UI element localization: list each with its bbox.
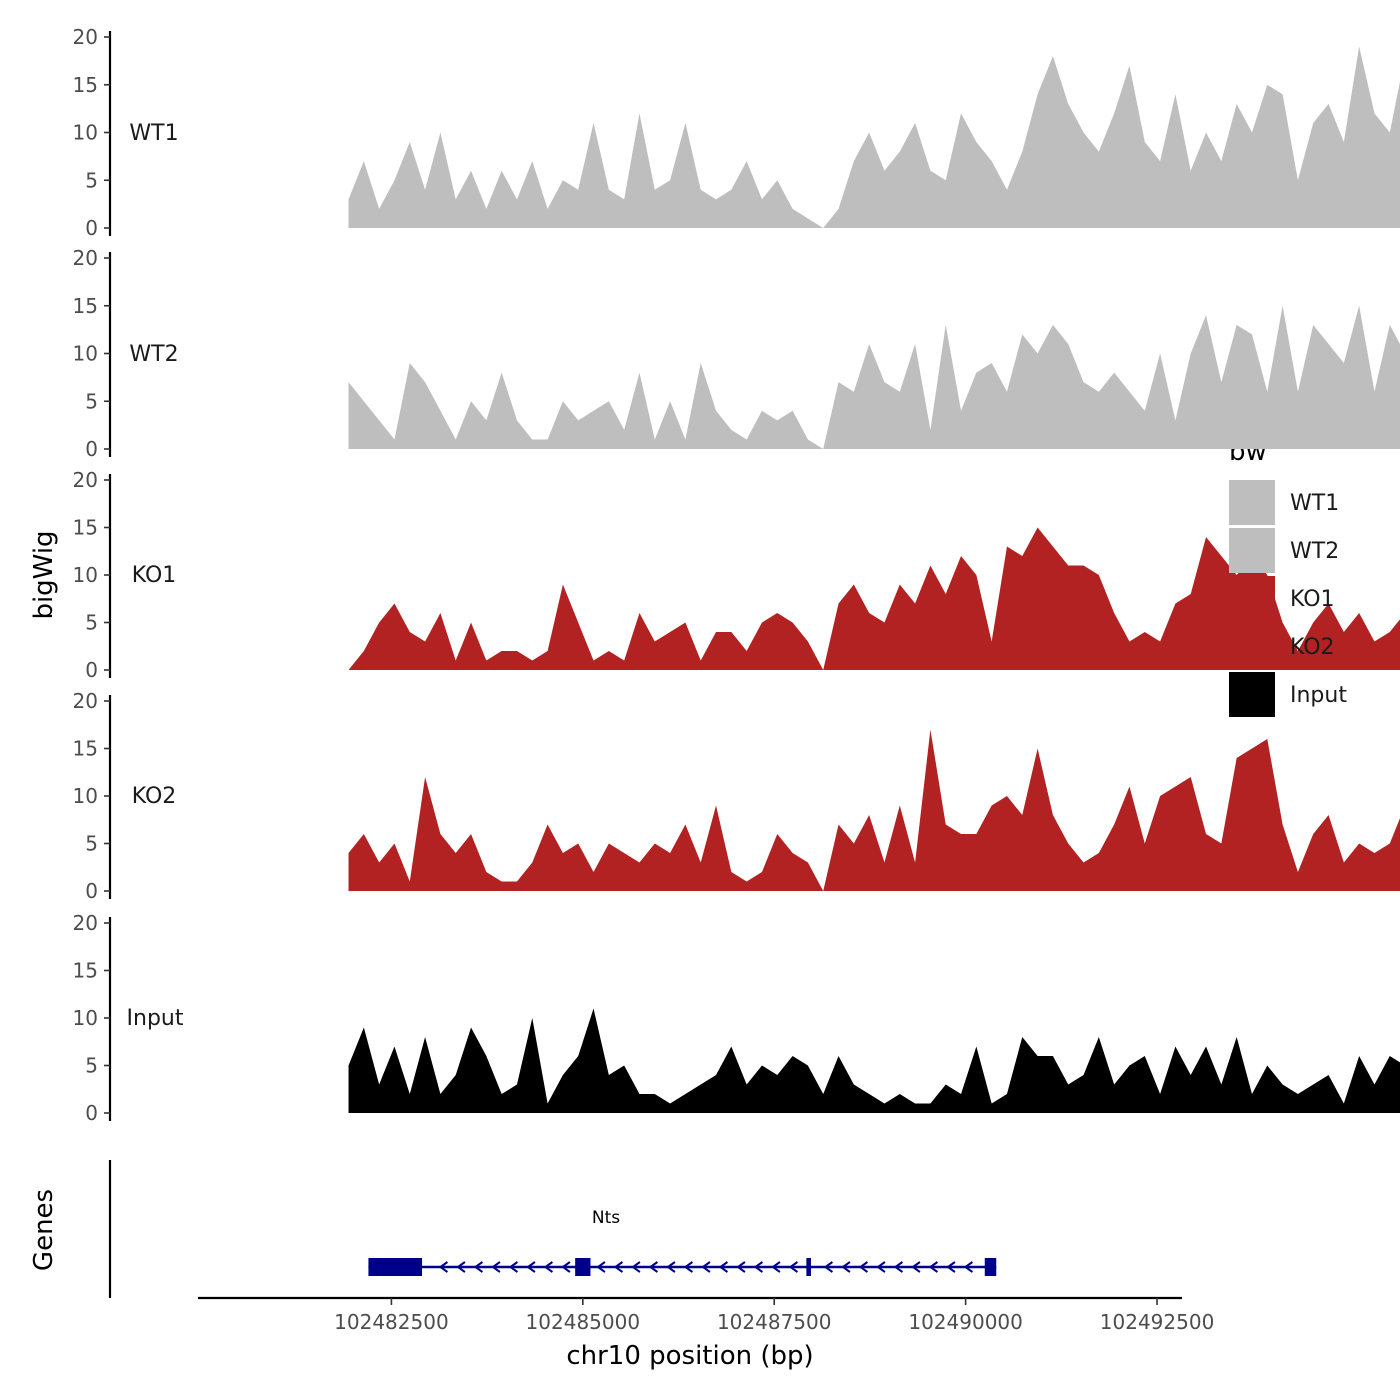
- coverage-area-wt2: [348, 305, 1400, 449]
- x-tick-label-102487500: 102487500: [717, 1310, 832, 1334]
- x-tick-label-102492500: 102492500: [1100, 1310, 1215, 1334]
- gene-strand-arrow-23: [876, 1261, 886, 1273]
- y-tick-label-ko1-5: 5: [85, 611, 98, 635]
- y-tick-label-wt1-10: 10: [73, 121, 98, 145]
- gene-strand-arrow-12: [666, 1261, 676, 1273]
- y-tick-label-ko1-15: 15: [73, 516, 98, 540]
- gene-exon-4: [984, 1258, 997, 1276]
- legend-swatch-ko1: [1229, 576, 1275, 621]
- coverage-area-input: [348, 1008, 1400, 1113]
- gene-strand-arrow-22: [858, 1261, 869, 1273]
- gene-exon-3: [806, 1258, 811, 1276]
- y-tick-label-wt2-0: 0: [85, 437, 98, 461]
- gene-strand-arrow-11: [648, 1261, 659, 1273]
- x-tick-label-102490000: 102490000: [908, 1310, 1023, 1334]
- gene-strand-arrow-6: [543, 1261, 554, 1273]
- y-tick-label-ko2-20: 20: [73, 689, 98, 713]
- y-tick-label-ko2-0: 0: [85, 879, 98, 903]
- legend-swatch-wt1: [1229, 480, 1275, 525]
- y-tick-label-wt1-15: 15: [73, 73, 98, 97]
- gene-strand-arrow-18: [771, 1261, 781, 1273]
- gene-strand-arrow-17: [753, 1261, 764, 1273]
- gene-strand-arrow-19: [788, 1261, 799, 1273]
- gene-strand-arrow-2: [473, 1261, 484, 1273]
- coverage-area-ko2: [348, 729, 1400, 891]
- gene-strand-arrow-4: [508, 1261, 519, 1273]
- legend-label-wt1: WT1: [1290, 491, 1339, 516]
- y-tick-label-wt2-5: 5: [85, 389, 98, 413]
- gene-strand-arrow-20: [823, 1261, 834, 1273]
- gene-exon-2: [575, 1258, 591, 1276]
- legend-label-ko2: KO2: [1290, 635, 1335, 660]
- track-label-wt2: WT2: [129, 342, 178, 367]
- y-tick-label-input-10: 10: [73, 1006, 98, 1030]
- legend-swatch-input: [1229, 672, 1275, 717]
- y-tick-label-wt1-0: 0: [85, 216, 98, 240]
- legend-label-ko1: KO1: [1290, 587, 1335, 612]
- gene-strand-arrow-13: [683, 1261, 694, 1273]
- gene-strand-arrow-10: [631, 1261, 641, 1273]
- gene-strand-arrow-3: [491, 1261, 501, 1273]
- gene-strand-arrow-16: [736, 1261, 746, 1273]
- genes-axis-title: Genes: [29, 1189, 59, 1271]
- track-label-ko2: KO2: [132, 784, 177, 809]
- gene-strand-arrow-28: [963, 1261, 974, 1273]
- gene-strand-arrow-1: [456, 1261, 466, 1273]
- y-tick-label-wt2-10: 10: [73, 342, 98, 366]
- gene-strand-arrow-27: [946, 1261, 956, 1273]
- gene-strand-arrow-7: [561, 1261, 571, 1273]
- legend-swatch-wt2: [1229, 528, 1275, 573]
- y-tick-label-ko2-5: 5: [85, 832, 98, 856]
- gene-strand-arrow-0: [438, 1261, 449, 1273]
- gene-strand-arrow-24: [893, 1261, 904, 1273]
- y-tick-label-input-5: 5: [85, 1054, 98, 1078]
- x-tick-label-102485000: 102485000: [526, 1310, 641, 1334]
- y-tick-label-wt1-5: 5: [85, 168, 98, 192]
- gene-strand-arrow-21: [841, 1261, 851, 1273]
- y-tick-label-ko2-10: 10: [73, 784, 98, 808]
- y-tick-label-ko1-20: 20: [73, 468, 98, 492]
- gene-strand-arrow-9: [613, 1261, 624, 1273]
- gene-strand-arrow-5: [526, 1261, 536, 1273]
- legend-label-wt2: WT2: [1290, 539, 1339, 564]
- y-tick-label-ko1-10: 10: [73, 563, 98, 587]
- coverage-area-wt1: [348, 46, 1400, 228]
- gene-label: Nts: [592, 1208, 620, 1228]
- y-tick-label-input-0: 0: [85, 1101, 98, 1125]
- coverage-area-ko1: [348, 527, 1400, 670]
- y-tick-label-wt2-15: 15: [73, 294, 98, 318]
- gene-strand-arrow-8: [596, 1261, 606, 1273]
- gene-strand-arrow-15: [718, 1261, 729, 1273]
- y-axis-title-bigwig: bigWig: [29, 530, 59, 619]
- legend-label-input: Input: [1290, 683, 1347, 708]
- legend-swatch-ko2: [1229, 624, 1275, 669]
- y-tick-label-input-20: 20: [73, 911, 98, 935]
- gene-exon-1: [368, 1258, 423, 1276]
- gene-strand-arrow-26: [928, 1261, 939, 1273]
- y-tick-label-wt1-20: 20: [73, 25, 98, 49]
- y-tick-label-wt2-20: 20: [73, 246, 98, 270]
- gene-strand-arrow-25: [911, 1261, 921, 1273]
- y-tick-label-ko1-0: 0: [85, 658, 98, 682]
- track-label-input: Input: [127, 1006, 184, 1031]
- track-label-ko1: KO1: [132, 563, 177, 588]
- y-tick-label-input-15: 15: [73, 959, 98, 983]
- x-axis-title: chr10 position (bp): [566, 1341, 813, 1371]
- y-tick-label-ko2-15: 15: [73, 737, 98, 761]
- x-tick-label-102482500: 102482500: [334, 1310, 449, 1334]
- gene-strand-arrow-14: [701, 1261, 711, 1273]
- track-label-wt1: WT1: [129, 121, 178, 146]
